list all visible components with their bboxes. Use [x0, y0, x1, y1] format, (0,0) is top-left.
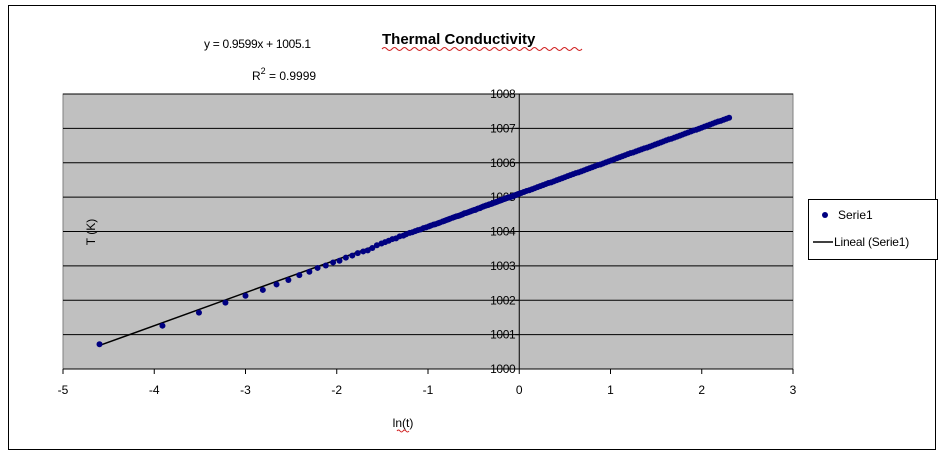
y-tick-label: 1000 — [490, 362, 516, 376]
y-tick-label: 1002 — [490, 293, 516, 307]
data-point — [242, 292, 249, 299]
spellcheck-underline — [381, 47, 583, 51]
legend-marker-serie1 — [822, 212, 828, 218]
data-point — [726, 114, 733, 121]
y-tick-label: 1008 — [490, 87, 516, 101]
x-tick-label: -4 — [149, 383, 160, 397]
legend-label-serie1: Serie1 — [838, 208, 873, 222]
data-point — [222, 299, 229, 306]
r-squared-label: R2 = 0.9999 — [252, 66, 316, 83]
data-point — [314, 264, 321, 271]
data-point — [285, 276, 292, 283]
r-squared-value: = 0.9999 — [266, 69, 317, 83]
data-point — [306, 268, 313, 275]
trendline-equation: y = 0.9599x + 1005.1 — [204, 37, 311, 51]
data-point — [259, 286, 266, 293]
r-squared-exponent: 2 — [261, 66, 266, 76]
x-tick-label: -3 — [240, 383, 251, 397]
data-point — [360, 248, 367, 255]
chart-title: Thermal Conductivity — [382, 31, 536, 48]
data-point — [273, 281, 280, 288]
data-point — [322, 262, 329, 269]
legend-box — [808, 199, 938, 260]
legend: Serie1 Lineal (Serie1) — [808, 199, 938, 260]
y-tick-label: 1007 — [490, 121, 516, 135]
data-point — [296, 272, 303, 279]
data-point — [369, 245, 376, 251]
x-tick-label: 1 — [607, 383, 614, 397]
data-point — [330, 259, 337, 266]
data-point — [195, 309, 202, 316]
x-tick-label: 2 — [698, 383, 705, 397]
gridlines — [63, 93, 793, 336]
data-point — [96, 341, 103, 348]
y-tick-labels: 100010011002100310041005100610071008 — [490, 87, 516, 376]
data-point — [349, 252, 356, 259]
x-axis-title-underline — [396, 429, 410, 433]
x-axis-title: ln(t) — [393, 416, 414, 430]
y-tick-label: 1001 — [490, 328, 516, 342]
x-tick-label: -5 — [58, 383, 69, 397]
data-point — [373, 242, 380, 249]
data-point — [354, 250, 361, 257]
data-point — [364, 247, 371, 254]
x-tick-label: -1 — [423, 383, 434, 397]
legend-label-trendline: Lineal (Serie1) — [834, 235, 909, 249]
data-point — [342, 254, 349, 261]
y-axis-title: T (K) — [84, 219, 98, 245]
x-tick-label: -2 — [331, 383, 342, 397]
y-tick-label: 1006 — [490, 156, 516, 170]
y-tick-label: 1004 — [490, 225, 516, 239]
data-points — [96, 114, 733, 348]
r-squared-prefix: R — [252, 69, 261, 83]
x-tick-label: 3 — [790, 383, 797, 397]
y-tick-label: 1003 — [490, 259, 516, 273]
x-tick-labels: -5 -4 -3 -2 -1 0 1 2 3 — [58, 383, 797, 397]
data-point — [336, 257, 343, 264]
data-point — [159, 322, 166, 329]
x-tick-label: 0 — [516, 383, 523, 397]
